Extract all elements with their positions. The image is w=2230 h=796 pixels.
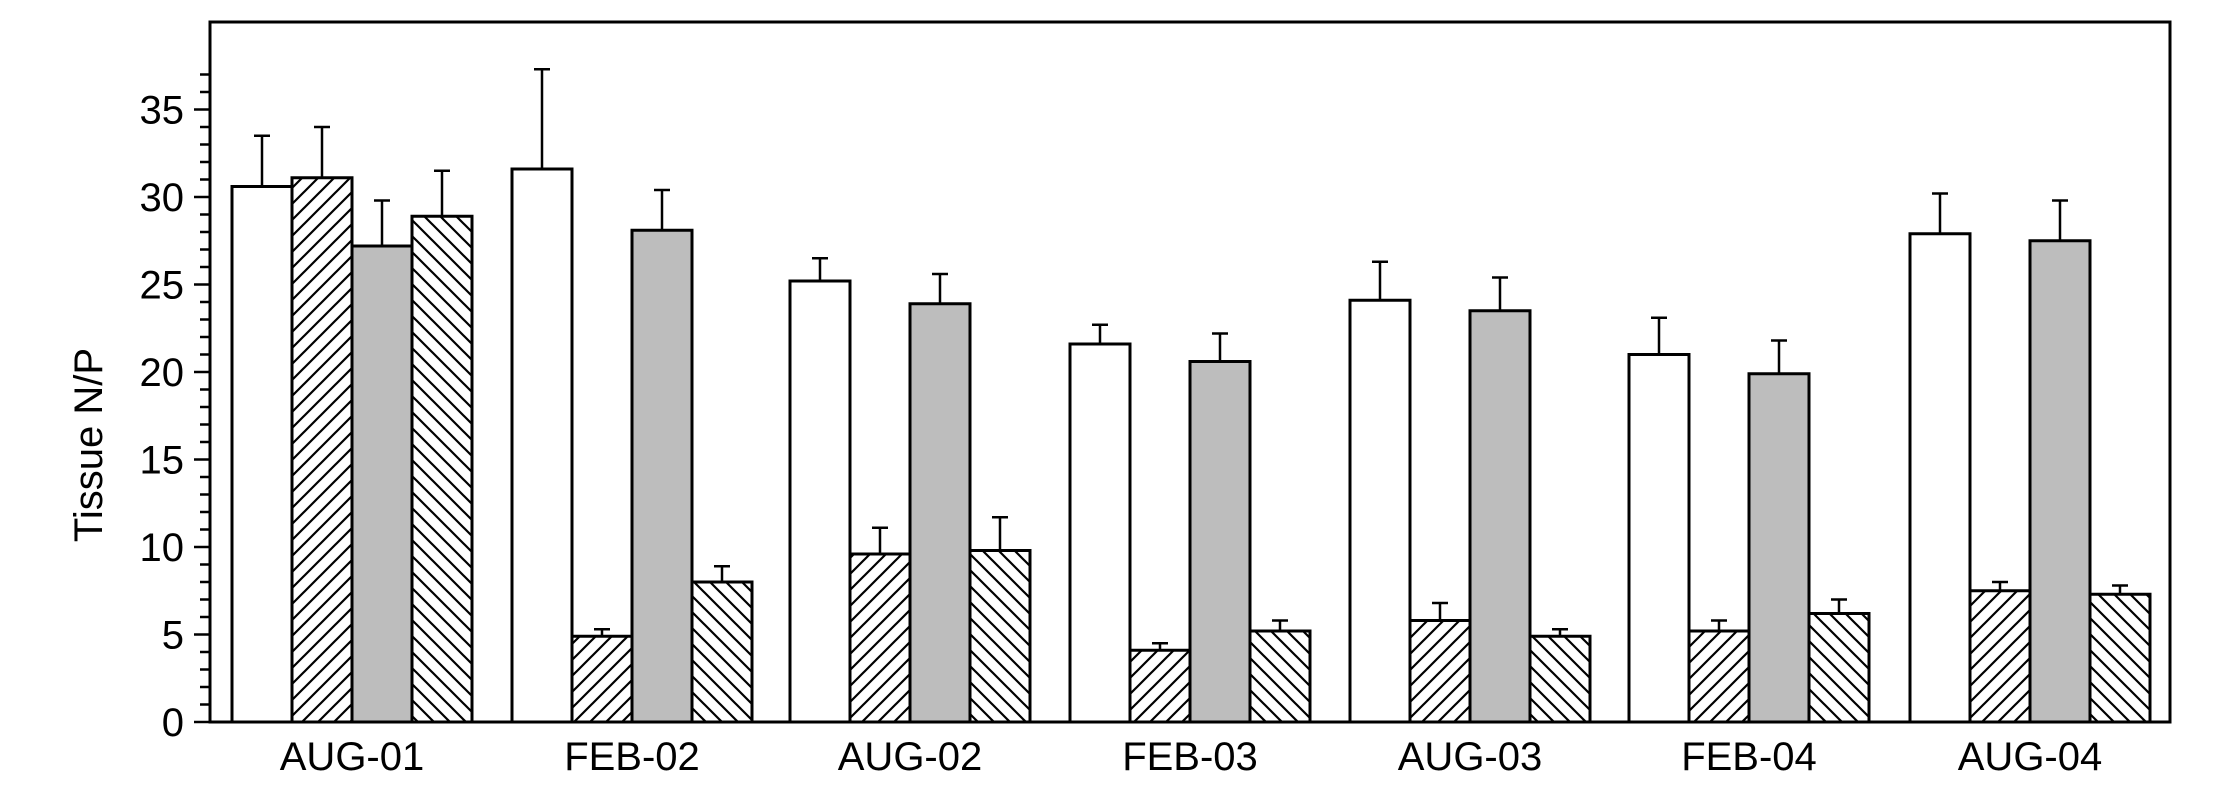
x-tick-label: AUG-01 (280, 735, 425, 779)
bar (2088, 592, 2152, 724)
bar (2028, 239, 2092, 724)
bar (788, 279, 852, 724)
y-tick-label: 30 (140, 176, 185, 220)
y-tick-label: 15 (140, 439, 185, 483)
bar (1468, 309, 1532, 724)
bar (908, 302, 972, 724)
bar (1908, 232, 1972, 724)
bar (630, 228, 694, 724)
y-tick-label: 20 (140, 351, 185, 395)
bar (1627, 353, 1691, 724)
x-tick-label: FEB-02 (564, 735, 700, 779)
y-tick-label: 25 (140, 264, 185, 308)
bar (1248, 629, 1312, 724)
bar (1408, 619, 1472, 724)
x-tick-label: AUG-03 (1398, 735, 1543, 779)
bar (1348, 298, 1412, 724)
y-tick-label: 10 (140, 526, 185, 570)
bar (290, 176, 354, 724)
bar (1747, 372, 1811, 724)
bar (1188, 360, 1252, 724)
x-tick-label: FEB-03 (1122, 735, 1258, 779)
y-tick-label: 0 (162, 701, 184, 745)
x-tick-label: AUG-04 (1958, 735, 2103, 779)
bar (410, 214, 474, 724)
bar (1128, 648, 1192, 724)
bar (848, 552, 912, 724)
bars-layer (230, 68, 2152, 724)
bar (230, 185, 294, 724)
axes-layer: AUG-01 FEB-02 AUG-02 FEB-03 AUG-03 FEB-04 AUG-… (140, 20, 2172, 779)
bar (1807, 612, 1871, 724)
y-axis-title: Tissue N/P (67, 348, 111, 542)
x-tick-label: AUG-02 (838, 735, 983, 779)
bar (570, 634, 634, 724)
bar (968, 549, 1032, 724)
y-tick-label: 35 (140, 89, 185, 133)
bar (1968, 589, 2032, 724)
bar (1068, 342, 1132, 724)
y-tick-label: 5 (162, 614, 184, 658)
bar (1687, 629, 1751, 724)
bar (1528, 634, 1592, 724)
bar (350, 244, 414, 724)
bar (510, 167, 574, 724)
x-tick-label: FEB-04 (1681, 735, 1817, 779)
bar (690, 580, 754, 724)
